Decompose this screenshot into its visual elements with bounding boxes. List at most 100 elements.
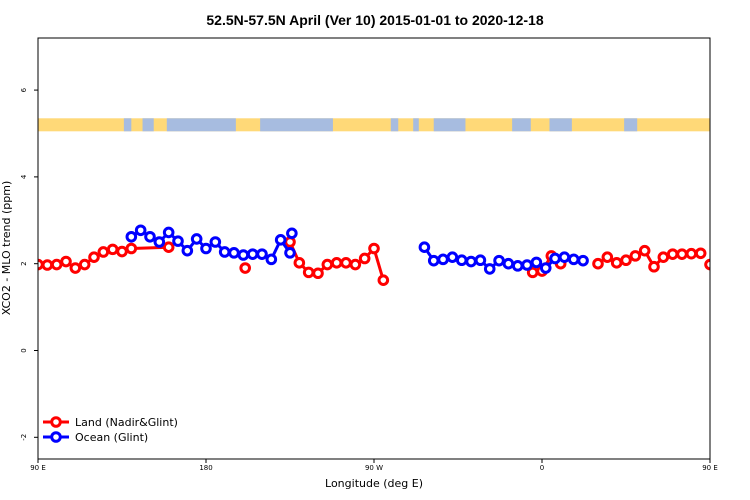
band-land — [38, 118, 710, 132]
ocean-point-2-5 — [465, 255, 477, 268]
legend: Land (Nadir&Glint) Ocean (Glint) — [43, 416, 178, 444]
band-ocean-segment-3 — [260, 118, 333, 132]
land-point-5-3 — [734, 257, 743, 266]
land-point-0-8 — [106, 243, 119, 256]
land-point-2-10 — [377, 274, 390, 286]
band-ocean-segment-7 — [512, 118, 531, 132]
ocean-point-1-0 — [286, 227, 298, 240]
land-point-2-3 — [312, 267, 324, 280]
land-point-4-5 — [638, 244, 651, 257]
ocean-point-2-13 — [539, 262, 552, 274]
ocean-point-0-10 — [218, 246, 231, 258]
land-point-5-4 — [743, 264, 750, 273]
land-point-4-0 — [592, 257, 604, 270]
x-tick-label-1: 180 — [199, 464, 212, 472]
ocean-point-0-7 — [190, 233, 203, 245]
legend-land-label: Land (Nadir&Glint) — [75, 416, 178, 429]
land-line-5 — [709, 264, 710, 267]
land-ocean-band — [38, 118, 710, 132]
band-ocean-segment-4 — [390, 118, 399, 132]
x-tick-label-0: 90 E — [30, 464, 46, 472]
land-point-4-4 — [629, 250, 642, 262]
ocean-point-2-0 — [418, 241, 431, 253]
ocean-point-0-6 — [181, 244, 194, 257]
land-point-4-11 — [694, 247, 707, 260]
y-axis-label: XCO2 - MLO trend (ppm) — [0, 181, 13, 316]
ocean-point-0-11 — [228, 247, 240, 259]
land-point-0-10 — [125, 242, 138, 255]
x-tick-label-4: 90 E — [702, 464, 718, 472]
y-tick-label-4: 6 — [20, 87, 28, 92]
land-point-0-3 — [60, 255, 72, 268]
ocean-point-2-6 — [474, 254, 487, 267]
land-point-2-2 — [302, 266, 315, 279]
ocean-point-0-4 — [162, 226, 175, 239]
land-point-5-2 — [724, 260, 733, 269]
land-point-0-4 — [69, 262, 82, 274]
ocean-point-2-4 — [455, 254, 468, 267]
chart-title: 52.5N-57.5N April (Ver 10) 2015-01-01 to… — [206, 12, 543, 28]
ocean-point-2-17 — [577, 254, 589, 267]
band-ocean-segment-9 — [624, 118, 638, 132]
ocean-point-0-16 — [274, 234, 287, 246]
band-ocean-segment-2 — [166, 118, 236, 132]
ocean-point-2-1 — [427, 254, 440, 267]
legend-item-land: Land (Nadir&Glint) — [43, 416, 178, 429]
land-point-4-9 — [676, 248, 688, 260]
land-point-4-6 — [648, 260, 660, 273]
land-point-4-3 — [620, 254, 632, 267]
land-point-4-7 — [657, 251, 670, 263]
x-axis-label: Longitude (deg E) — [325, 477, 423, 490]
land-point-0-9 — [116, 245, 128, 258]
ocean-point-0-9 — [209, 236, 222, 248]
ocean-point-0-2 — [144, 230, 156, 243]
land-point-2-6 — [340, 257, 352, 269]
ocean-point-0-15 — [265, 253, 278, 266]
land-point-4-2 — [610, 257, 623, 269]
x-tick-label-2: 90 W — [365, 464, 383, 472]
ocean-point-0-17 — [284, 247, 296, 259]
land-point-0-7 — [97, 246, 110, 258]
land-point-2-5 — [330, 257, 343, 269]
y-tick-label-3: 4 — [20, 174, 28, 179]
ocean-point-2-9 — [502, 257, 515, 270]
ocean-point-2-3 — [446, 251, 459, 263]
land-point-2-4 — [321, 258, 334, 271]
land-point-0-2 — [50, 258, 63, 271]
y-tick-label-0: -2 — [20, 434, 28, 441]
legend-land-marker — [50, 416, 62, 428]
ocean-point-2-11 — [521, 259, 533, 271]
band-ocean-segment-1 — [142, 118, 154, 132]
legend-ocean-marker — [50, 431, 62, 443]
ocean-point-0-1 — [134, 224, 147, 237]
ocean-point-2-8 — [493, 254, 505, 267]
land-point-2-8 — [358, 252, 371, 265]
band-ocean-segment-6 — [433, 118, 466, 132]
y-axis: -2 0 2 4 6 — [20, 87, 38, 441]
ocean-point-2-12 — [530, 256, 543, 269]
land-point-4-1 — [601, 251, 614, 263]
land-point-5-0 — [704, 258, 710, 271]
land-point-5-1 — [715, 261, 724, 270]
land-point-0-6 — [88, 251, 100, 263]
land-point-2-9 — [368, 242, 380, 255]
ocean-point-0-3 — [153, 236, 166, 248]
ocean-point-2-16 — [567, 253, 580, 266]
land-point-0-5 — [78, 258, 91, 271]
land-point-0-1 — [41, 259, 54, 271]
ocean-point-2-10 — [511, 260, 524, 272]
ocean-point-2-15 — [558, 251, 571, 263]
y-tick-label-1: 0 — [20, 348, 28, 352]
band-ocean-segment-8 — [549, 118, 572, 132]
ocean-point-0-12 — [237, 249, 250, 261]
land-point-4-8 — [666, 248, 679, 260]
ocean-point-0-5 — [172, 235, 184, 247]
legend-ocean-label: Ocean (Glint) — [75, 431, 148, 444]
legend-item-ocean: Ocean (Glint) — [43, 431, 148, 444]
ocean-point-0-0 — [125, 230, 138, 243]
y-tick-label-2: 2 — [20, 261, 28, 265]
ocean-point-0-14 — [256, 248, 268, 260]
land-point-4-10 — [685, 247, 698, 260]
land-point-2-7 — [349, 258, 362, 271]
ocean-point-2-7 — [483, 263, 496, 275]
